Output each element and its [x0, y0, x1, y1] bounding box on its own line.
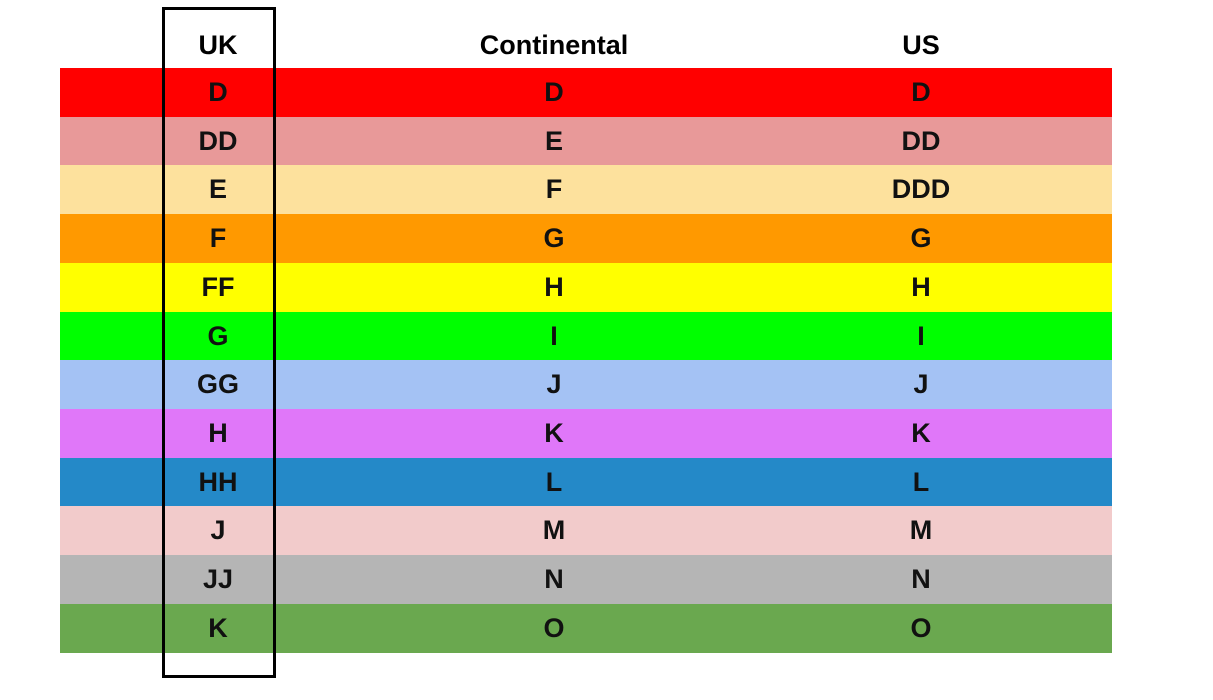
table-cell: I: [917, 320, 925, 351]
table-cell: G: [910, 223, 932, 254]
table-row: [60, 360, 1112, 410]
table-cell: DD: [198, 125, 238, 156]
table-row: [60, 116, 1112, 166]
table-cell: K: [208, 612, 228, 643]
column-header: Continental: [479, 30, 629, 60]
table-cell: H: [544, 271, 564, 302]
table-cell: D: [544, 77, 564, 107]
table-cell: L: [912, 466, 930, 497]
column-header: UK: [198, 30, 238, 60]
table-cell: J: [210, 515, 226, 546]
table-cell: M: [909, 515, 933, 546]
table-row: [60, 311, 1112, 361]
column-header: US: [902, 30, 940, 60]
table-cell: O: [910, 612, 932, 643]
table-cell: K: [544, 417, 564, 448]
table-row: [60, 262, 1112, 312]
table-row: [60, 555, 1112, 604]
table-cell: E: [208, 174, 227, 205]
table-row: [60, 68, 1112, 117]
table-row: [60, 506, 1112, 556]
table-row: [60, 603, 1112, 653]
highlight-box: [162, 7, 276, 678]
table-cell: I: [550, 320, 558, 351]
table-cell: K: [911, 417, 931, 448]
table-cell: M: [542, 515, 566, 546]
table-cell: D: [911, 77, 931, 107]
table-cell: HH: [198, 466, 238, 497]
table-cell: F: [545, 174, 563, 205]
table-cell: H: [208, 417, 228, 448]
table-cell: G: [207, 320, 229, 351]
table-cell: JJ: [202, 564, 234, 594]
table-cell: J: [913, 369, 929, 400]
table-cell: F: [209, 223, 227, 254]
table-cell: N: [911, 564, 931, 594]
table-cell: O: [543, 612, 565, 643]
table-cell: DD: [901, 125, 941, 156]
table-cell: L: [545, 466, 563, 497]
table-row: [60, 457, 1112, 507]
table-cell: GG: [196, 369, 239, 400]
table-cell: E: [544, 125, 563, 156]
table-cell: N: [544, 564, 564, 594]
table-cell: H: [911, 271, 931, 302]
table-row: [60, 214, 1112, 264]
table-cell: FF: [201, 271, 235, 302]
table-cell: G: [543, 223, 565, 254]
table-cell: D: [208, 77, 228, 107]
table-row: [60, 408, 1112, 458]
table-cell: DDD: [891, 174, 951, 205]
table-row: [60, 165, 1112, 215]
table-cell: J: [546, 369, 562, 400]
